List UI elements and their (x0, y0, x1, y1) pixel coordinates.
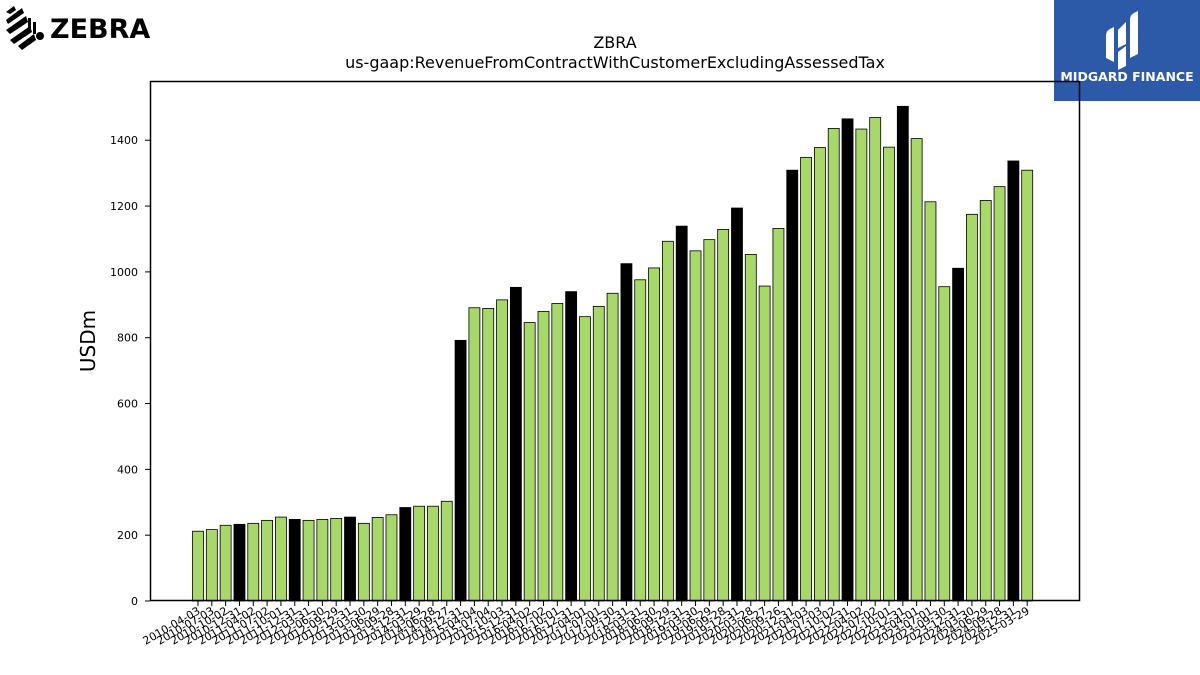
bar-2025-03-29 (1021, 169, 1034, 602)
bar-2016-10-01 (551, 303, 564, 602)
bar-2013-09-28 (385, 514, 398, 602)
bar-2014-12-31 (454, 339, 467, 602)
bar-2012-09-29 (330, 517, 343, 602)
bar-2024-09-28 (993, 186, 1006, 602)
y-tick-label: 400 (117, 463, 138, 476)
y-tick-label: 800 (117, 332, 138, 345)
bar-2018-09-29 (661, 240, 674, 602)
bar-2019-12-31 (731, 207, 743, 602)
bar-2019-06-29 (703, 239, 716, 602)
y-tick-label: 1400 (110, 134, 138, 147)
bar-2012-03-31 (302, 519, 315, 602)
y-tick-label: 600 (117, 398, 138, 411)
chart-title: ZBRA (593, 33, 636, 52)
bar-2018-03-31 (634, 279, 647, 602)
bar-2011-07-02 (261, 519, 274, 602)
y-tick-label: 1200 (110, 200, 138, 213)
bar-2024-03-30 (966, 213, 978, 602)
bar-2014-03-29 (413, 505, 426, 602)
bar-2022-04-02 (855, 128, 868, 602)
bar-2020-06-27 (758, 285, 771, 602)
bar-2019-09-28 (717, 229, 730, 602)
bar-2021-07-03 (814, 147, 826, 602)
bar-2012-12-31 (344, 516, 356, 602)
plot-frame (149, 80, 1081, 602)
bar-2022-12-31 (896, 105, 909, 602)
bar-2021-10-02 (827, 127, 840, 602)
bar-2020-12-31 (786, 169, 799, 602)
bar-2016-12-31 (565, 291, 578, 602)
bar-2010-10-02 (219, 524, 232, 602)
bar-2023-09-30 (938, 286, 951, 602)
y-tick-label: 0 (131, 595, 138, 608)
y-tick-label: 1000 (110, 266, 138, 279)
bar-2013-03-30 (357, 522, 370, 602)
bar-2013-12-31 (399, 507, 412, 602)
midgard-logo-text: MIDGARD FINANCE (1060, 69, 1193, 84)
bar-2015-07-04 (482, 308, 495, 602)
bar-2011-04-02 (247, 522, 260, 602)
y-axis-label: USDm (76, 310, 100, 372)
bar-2015-12-31 (509, 286, 522, 602)
bar-2021-12-31 (841, 118, 854, 602)
bar-2010-12-31 (233, 523, 246, 602)
bar-2010-04-03 (192, 530, 204, 602)
bar-2017-12-31 (620, 263, 633, 602)
bar-2017-04-01 (579, 316, 591, 602)
bar-2015-04-04 (468, 307, 481, 602)
bar-2016-07-02 (537, 310, 550, 602)
midgard-emblem-icon (1106, 11, 1138, 70)
bar-2020-09-26 (772, 228, 785, 602)
zebra-logo: ZEBRA (4, 4, 154, 52)
bar-2010-07-03 (205, 529, 218, 602)
bar-2018-12-31 (675, 225, 688, 602)
bar-2022-10-01 (883, 146, 895, 602)
chart-subtitle: us-gaap:RevenueFromContractWithCustomerE… (345, 53, 885, 72)
bar-2017-09-30 (606, 292, 619, 602)
bar-2024-06-29 (979, 200, 992, 602)
bar-2016-04-02 (523, 322, 536, 602)
bar-2017-07-01 (592, 306, 605, 602)
bar-2023-12-31 (952, 267, 964, 602)
bar-2021-04-03 (800, 156, 812, 602)
bar-2014-06-28 (427, 505, 439, 602)
zebra-stripes-icon (6, 6, 44, 50)
bar-2022-07-02 (869, 117, 882, 602)
y-tick-label: 200 (117, 529, 138, 542)
bar-2023-07-01 (924, 201, 937, 602)
bar-2019-03-30 (689, 250, 702, 602)
bar-2018-06-30 (648, 267, 660, 602)
bar-2024-12-31 (1007, 160, 1020, 602)
bar-2023-04-01 (910, 138, 923, 602)
bar-2020-03-28 (744, 254, 757, 602)
bar-2015-10-03 (496, 299, 508, 602)
bar-2011-10-01 (275, 516, 287, 602)
bar-2014-09-27 (440, 500, 453, 602)
zebra-logo-text: ZEBRA (50, 14, 150, 45)
bar-2012-06-30 (316, 518, 329, 602)
bar-2013-06-29 (371, 517, 384, 602)
midgard-finance-logo: MIDGARD FINANCE (1054, 0, 1200, 101)
bar-2011-12-31 (288, 518, 301, 602)
